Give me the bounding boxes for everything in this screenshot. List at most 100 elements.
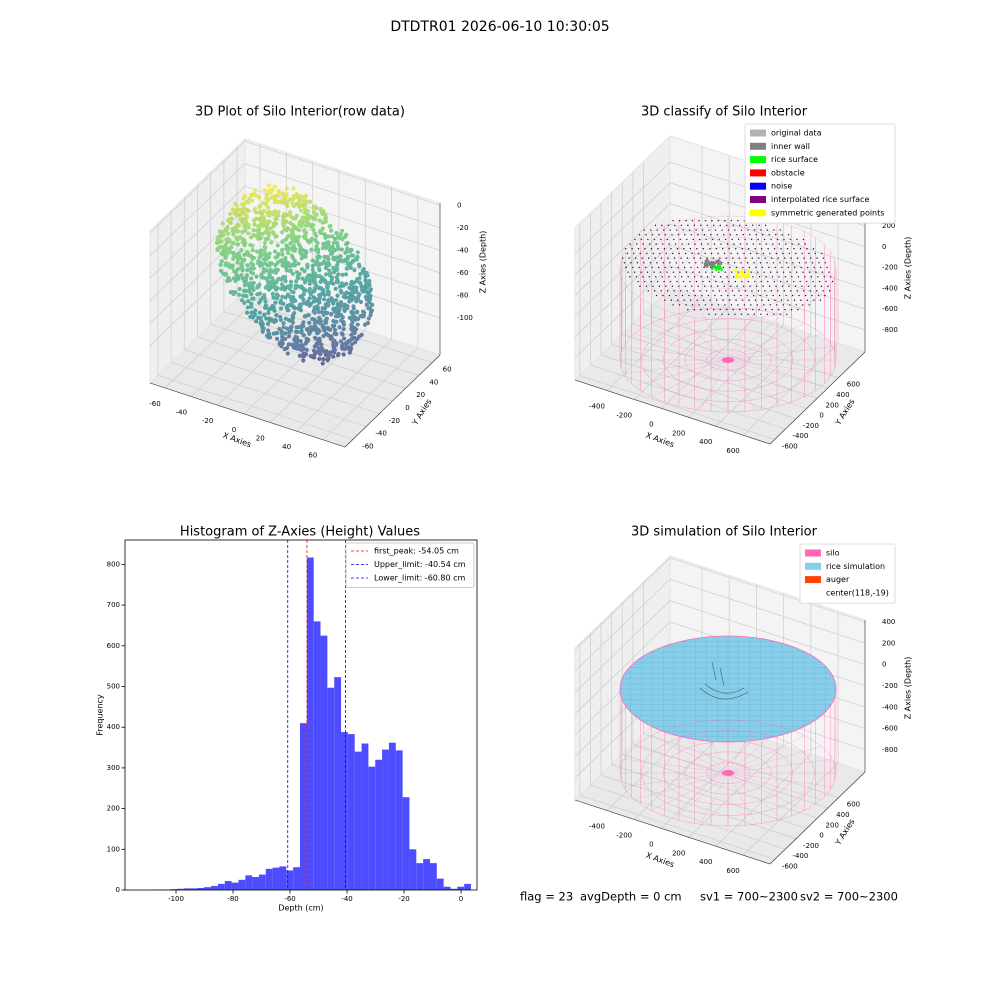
cloud-point bbox=[316, 299, 320, 303]
y-tick-label: -600 bbox=[782, 862, 798, 870]
surface-dot bbox=[722, 300, 723, 301]
x-tick-label: -60 bbox=[284, 895, 295, 903]
cloud-point bbox=[250, 199, 254, 203]
surface-dot bbox=[652, 267, 653, 268]
histogram-bar bbox=[266, 869, 273, 890]
cloud-point bbox=[297, 235, 301, 239]
surface-dot bbox=[700, 225, 701, 226]
surface-dot bbox=[670, 248, 671, 249]
surface-dot bbox=[721, 229, 722, 230]
cloud-point bbox=[231, 257, 235, 261]
cloud-point bbox=[285, 346, 289, 350]
surface-dot bbox=[636, 243, 637, 244]
surface-dot bbox=[673, 271, 674, 272]
surface-dot bbox=[819, 281, 820, 282]
cloud-point bbox=[250, 297, 254, 301]
surface-dot bbox=[766, 262, 767, 263]
surface-dot bbox=[688, 243, 689, 244]
surface-dot bbox=[649, 243, 650, 244]
cloud-point bbox=[294, 325, 298, 329]
surface-dot bbox=[801, 286, 802, 287]
surface-dot bbox=[802, 253, 803, 254]
x-tick-label: -60 bbox=[149, 400, 160, 408]
surface-dot bbox=[666, 253, 667, 254]
cloud-point bbox=[226, 277, 230, 281]
cloud-point bbox=[318, 219, 322, 223]
surface-dot bbox=[775, 286, 776, 287]
surface-dot bbox=[689, 229, 690, 230]
cloud-point bbox=[354, 286, 358, 290]
y-tick-label: 600 bbox=[847, 381, 860, 389]
cloud-point bbox=[246, 305, 250, 309]
histogram-bar bbox=[279, 866, 286, 890]
cloud-point bbox=[246, 209, 250, 213]
surface-dot bbox=[776, 253, 777, 254]
cloud-point bbox=[297, 228, 301, 232]
surface-dot bbox=[800, 300, 801, 301]
cloud-point bbox=[272, 212, 276, 216]
surface-dot bbox=[743, 286, 744, 287]
cloud-point bbox=[269, 226, 273, 230]
rice-dot bbox=[715, 267, 717, 269]
y-tick-label: 0 bbox=[405, 404, 409, 412]
surface-dot bbox=[796, 304, 797, 305]
cloud-point bbox=[272, 332, 276, 336]
surface-dot bbox=[771, 290, 772, 291]
surface-dot bbox=[638, 248, 639, 249]
surface-dot bbox=[778, 257, 779, 258]
cloud-point bbox=[272, 320, 276, 324]
cloud-point bbox=[297, 243, 301, 247]
cloud-point bbox=[346, 265, 350, 269]
cloud-point bbox=[358, 272, 362, 276]
surface-dot bbox=[668, 276, 669, 277]
surface-dot bbox=[754, 248, 755, 249]
cloud-point bbox=[291, 272, 295, 276]
legend-swatch bbox=[805, 563, 821, 570]
cloud-point bbox=[342, 307, 346, 311]
surface-dot bbox=[639, 286, 640, 287]
z-tick-label: -100 bbox=[457, 314, 473, 322]
cloud-point bbox=[323, 236, 327, 240]
surface-dot bbox=[647, 271, 648, 272]
cloud-point bbox=[222, 233, 226, 237]
surface-dot bbox=[660, 239, 661, 240]
cloud-point bbox=[317, 316, 321, 320]
surface-dot bbox=[677, 300, 678, 301]
surface-dot bbox=[803, 257, 804, 258]
surface-dot bbox=[700, 257, 701, 258]
cloud-point bbox=[242, 301, 246, 305]
footer-text: sv1 = 700~2300 bbox=[700, 890, 798, 904]
cloud-point bbox=[315, 241, 319, 245]
surface-dot bbox=[780, 248, 781, 249]
cloud-point bbox=[314, 262, 318, 266]
surface-dot bbox=[668, 243, 669, 244]
cloud-point bbox=[333, 257, 337, 261]
surface-dot bbox=[692, 304, 693, 305]
cloud-point bbox=[338, 254, 342, 258]
surface-dot bbox=[661, 225, 662, 226]
surface-dot bbox=[804, 276, 805, 277]
surface-dot bbox=[811, 276, 812, 277]
subplot-title: 3D Plot of Silo Interior(row data) bbox=[195, 105, 405, 120]
surface-dot bbox=[734, 295, 735, 296]
surface-dot bbox=[641, 239, 642, 240]
surface-dot bbox=[824, 276, 825, 277]
surface-dot bbox=[735, 300, 736, 301]
surface-dot bbox=[826, 267, 827, 268]
histogram-bar bbox=[341, 732, 348, 890]
surface-dot bbox=[778, 276, 779, 277]
cloud-point bbox=[251, 288, 255, 292]
surface-dot bbox=[829, 290, 830, 291]
z-tick-label: 200 bbox=[882, 639, 895, 647]
surface-dot bbox=[688, 276, 689, 277]
cloud-point bbox=[276, 200, 280, 204]
surface-dot bbox=[752, 276, 753, 277]
cloud-point bbox=[303, 234, 307, 238]
cloud-point bbox=[322, 328, 326, 332]
histogram-bar bbox=[218, 884, 225, 890]
cloud-point bbox=[240, 276, 244, 280]
surface-dot bbox=[753, 295, 754, 296]
x-tick-label: -200 bbox=[616, 831, 632, 839]
cloud-point bbox=[244, 275, 248, 279]
cloud-point bbox=[358, 281, 362, 285]
